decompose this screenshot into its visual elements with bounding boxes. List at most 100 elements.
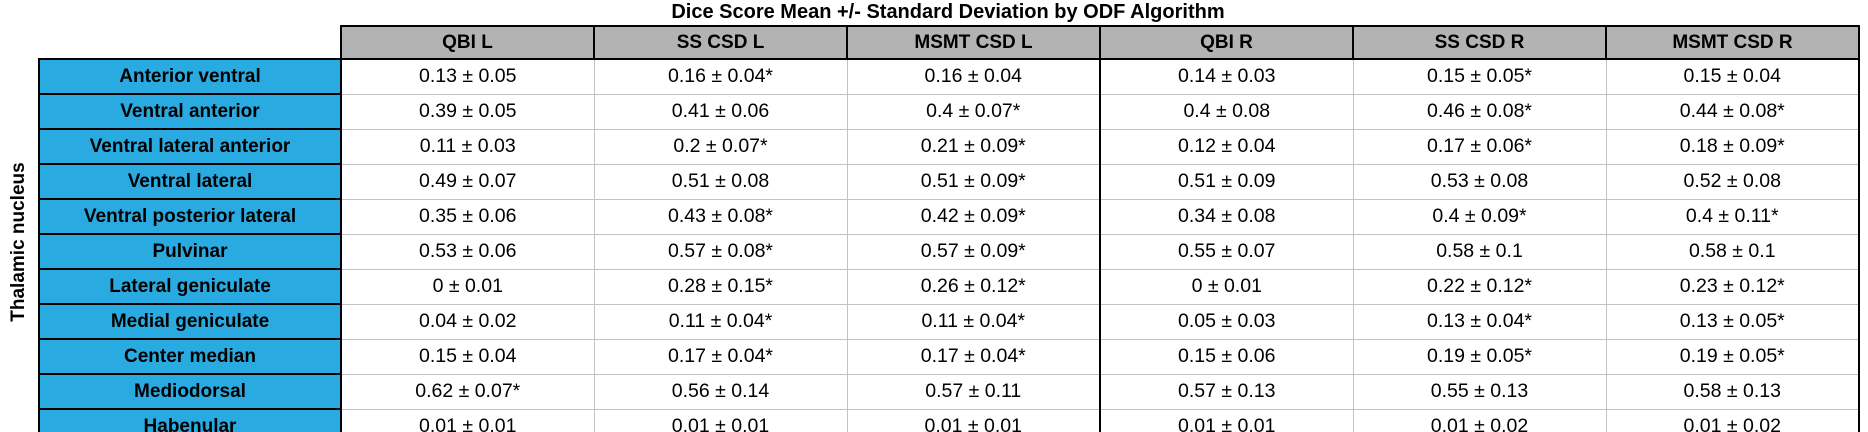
value-cell: 0.53 ± 0.06 [340,233,595,270]
table-row: Ventral lateral 0.49 ± 0.07 0.51 ± 0.08 0.5… [38,163,1860,200]
value-cell: 0.39 ± 0.05 [340,93,595,130]
value-cell: 0.35 ± 0.06 [340,198,595,235]
row-label-habenular: Habenular [38,408,342,432]
row-label-lateral-geniculate: Lateral geniculate [38,268,342,305]
value-cell: 0.55 ± 0.07 [1099,233,1354,270]
value-cell: 0.52 ± 0.08 [1605,163,1860,200]
corner-spacer-cell [39,26,341,59]
value-cell: 0.11 ± 0.04* [593,303,848,340]
value-cell: 0.26 ± 0.12* [846,268,1101,305]
table-row: Ventral posterior lateral 0.35 ± 0.06 0.43… [38,198,1860,235]
value-cell: 0 ± 0.01 [1099,268,1354,305]
value-cell: 0.57 ± 0.09* [846,233,1101,270]
table-row: Anterior ventral 0.13 ± 0.05 0.16 ± 0.04* 0… [38,58,1860,95]
value-cell: 0.46 ± 0.08* [1352,93,1607,130]
value-cell: 0.56 ± 0.14 [593,373,848,410]
value-cell: 0.01 ± 0.01 [1099,408,1354,432]
value-cell: 0.01 ± 0.01 [846,408,1101,432]
row-label-center-median: Center median [38,338,342,375]
value-cell: 0.15 ± 0.06 [1099,338,1354,375]
value-cell: 0.51 ± 0.08 [593,163,848,200]
value-cell: 0.16 ± 0.04* [593,58,848,95]
value-cell: 0.51 ± 0.09* [846,163,1101,200]
row-label-ventral-lateral: Ventral lateral [38,163,342,200]
row-axis-label: Thalamic nucleus [8,162,29,322]
value-cell: 0.13 ± 0.05 [340,58,595,95]
row-label-anterior-ventral: Anterior ventral [38,58,342,95]
row-label-ventral-anterior: Ventral anterior [38,93,342,130]
column-header-qbi-l: QBI L [340,25,595,60]
value-cell: 0.11 ± 0.03 [340,128,595,165]
value-cell: 0.15 ± 0.04 [340,338,595,375]
value-cell: 0.01 ± 0.01 [593,408,848,432]
row-label-ventral-posterior-lateral: Ventral posterior lateral [38,198,342,235]
value-cell: 0.4 ± 0.09* [1352,198,1607,235]
value-cell: 0.15 ± 0.04 [1605,58,1860,95]
value-cell: 0.05 ± 0.03 [1099,303,1354,340]
table-row: Ventral lateral anterior 0.11 ± 0.03 0.2 ±… [38,128,1860,165]
table-row: Center median 0.15 ± 0.04 0.17 ± 0.04* 0.17… [38,338,1860,375]
column-header-ss-csd-r: SS CSD R [1352,25,1607,60]
value-cell: 0.22 ± 0.12* [1352,268,1607,305]
value-cell: 0.58 ± 0.1 [1352,233,1607,270]
dice-score-table: QBI L SS CSD L MSMT CSD L QBI R SS CSD R MSMT… [38,25,1860,432]
value-cell: 0.57 ± 0.08* [593,233,848,270]
chart-title: Dice Score Mean +/- Standard Deviation b… [671,1,1225,23]
table-row: Medial geniculate 0.04 ± 0.02 0.11 ± 0.04*… [38,303,1860,340]
table-header-row: QBI L SS CSD L MSMT CSD L QBI R SS CSD R MSMT… [39,25,1860,60]
row-label-ventral-lateral-anterior: Ventral lateral anterior [38,128,342,165]
value-cell: 0.34 ± 0.08 [1099,198,1354,235]
row-label-mediodorsal: Mediodorsal [38,373,342,410]
value-cell: 0.12 ± 0.04 [1099,128,1354,165]
row-label-medial-geniculate: Medial geniculate [38,303,342,340]
value-cell: 0.4 ± 0.07* [846,93,1101,130]
value-cell: 0.4 ± 0.08 [1099,93,1354,130]
value-cell: 0.62 ± 0.07* [340,373,595,410]
value-cell: 0.19 ± 0.05* [1605,338,1860,375]
value-cell: 0.42 ± 0.09* [846,198,1101,235]
value-cell: 0.13 ± 0.04* [1352,303,1607,340]
value-cell: 0.57 ± 0.11 [846,373,1101,410]
value-cell: 0.01 ± 0.02 [1352,408,1607,432]
row-label-pulvinar: Pulvinar [38,233,342,270]
value-cell: 0.14 ± 0.03 [1099,58,1354,95]
value-cell: 0.04 ± 0.02 [340,303,595,340]
value-cell: 0.17 ± 0.04* [846,338,1101,375]
value-cell: 0.17 ± 0.06* [1352,128,1607,165]
value-cell: 0.51 ± 0.09 [1099,163,1354,200]
value-cell: 0.2 ± 0.07* [593,128,848,165]
value-cell: 0.15 ± 0.05* [1352,58,1607,95]
value-cell: 0.18 ± 0.09* [1605,128,1860,165]
value-cell: 0.58 ± 0.1 [1605,233,1860,270]
value-cell: 0.01 ± 0.02 [1605,408,1860,432]
value-cell: 0 ± 0.01 [340,268,595,305]
column-header-msmt-csd-l: MSMT CSD L [846,25,1101,60]
value-cell: 0.13 ± 0.05* [1605,303,1860,340]
table-row: Pulvinar 0.53 ± 0.06 0.57 ± 0.08* 0.57 ± 0.… [38,233,1860,270]
value-cell: 0.49 ± 0.07 [340,163,595,200]
value-cell: 0.57 ± 0.13 [1099,373,1354,410]
column-header-ss-csd-l: SS CSD L [593,25,848,60]
value-cell: 0.23 ± 0.12* [1605,268,1860,305]
value-cell: 0.41 ± 0.06 [593,93,848,130]
table-row: Ventral anterior 0.39 ± 0.05 0.41 ± 0.06 0.… [38,93,1860,130]
value-cell: 0.43 ± 0.08* [593,198,848,235]
value-cell: 0.01 ± 0.01 [340,408,595,432]
column-header-qbi-r: QBI R [1099,25,1354,60]
value-cell: 0.19 ± 0.05* [1352,338,1607,375]
table-row: Mediodorsal 0.62 ± 0.07* 0.56 ± 0.14 0.57 ±… [38,373,1860,410]
value-cell: 0.44 ± 0.08* [1605,93,1860,130]
value-cell: 0.17 ± 0.04* [593,338,848,375]
value-cell: 0.55 ± 0.13 [1352,373,1607,410]
value-cell: 0.28 ± 0.15* [593,268,848,305]
column-header-msmt-csd-r: MSMT CSD R [1605,25,1860,60]
value-cell: 0.16 ± 0.04 [846,58,1101,95]
value-cell: 0.11 ± 0.04* [846,303,1101,340]
value-cell: 0.21 ± 0.09* [846,128,1101,165]
table-row: Habenular 0.01 ± 0.01 0.01 ± 0.01 0.01 ± 0.… [38,408,1860,432]
value-cell: 0.58 ± 0.13 [1605,373,1860,410]
table-row: Lateral geniculate 0 ± 0.01 0.28 ± 0.15* 0.… [38,268,1860,305]
value-cell: 0.53 ± 0.08 [1352,163,1607,200]
value-cell: 0.4 ± 0.11* [1605,198,1860,235]
